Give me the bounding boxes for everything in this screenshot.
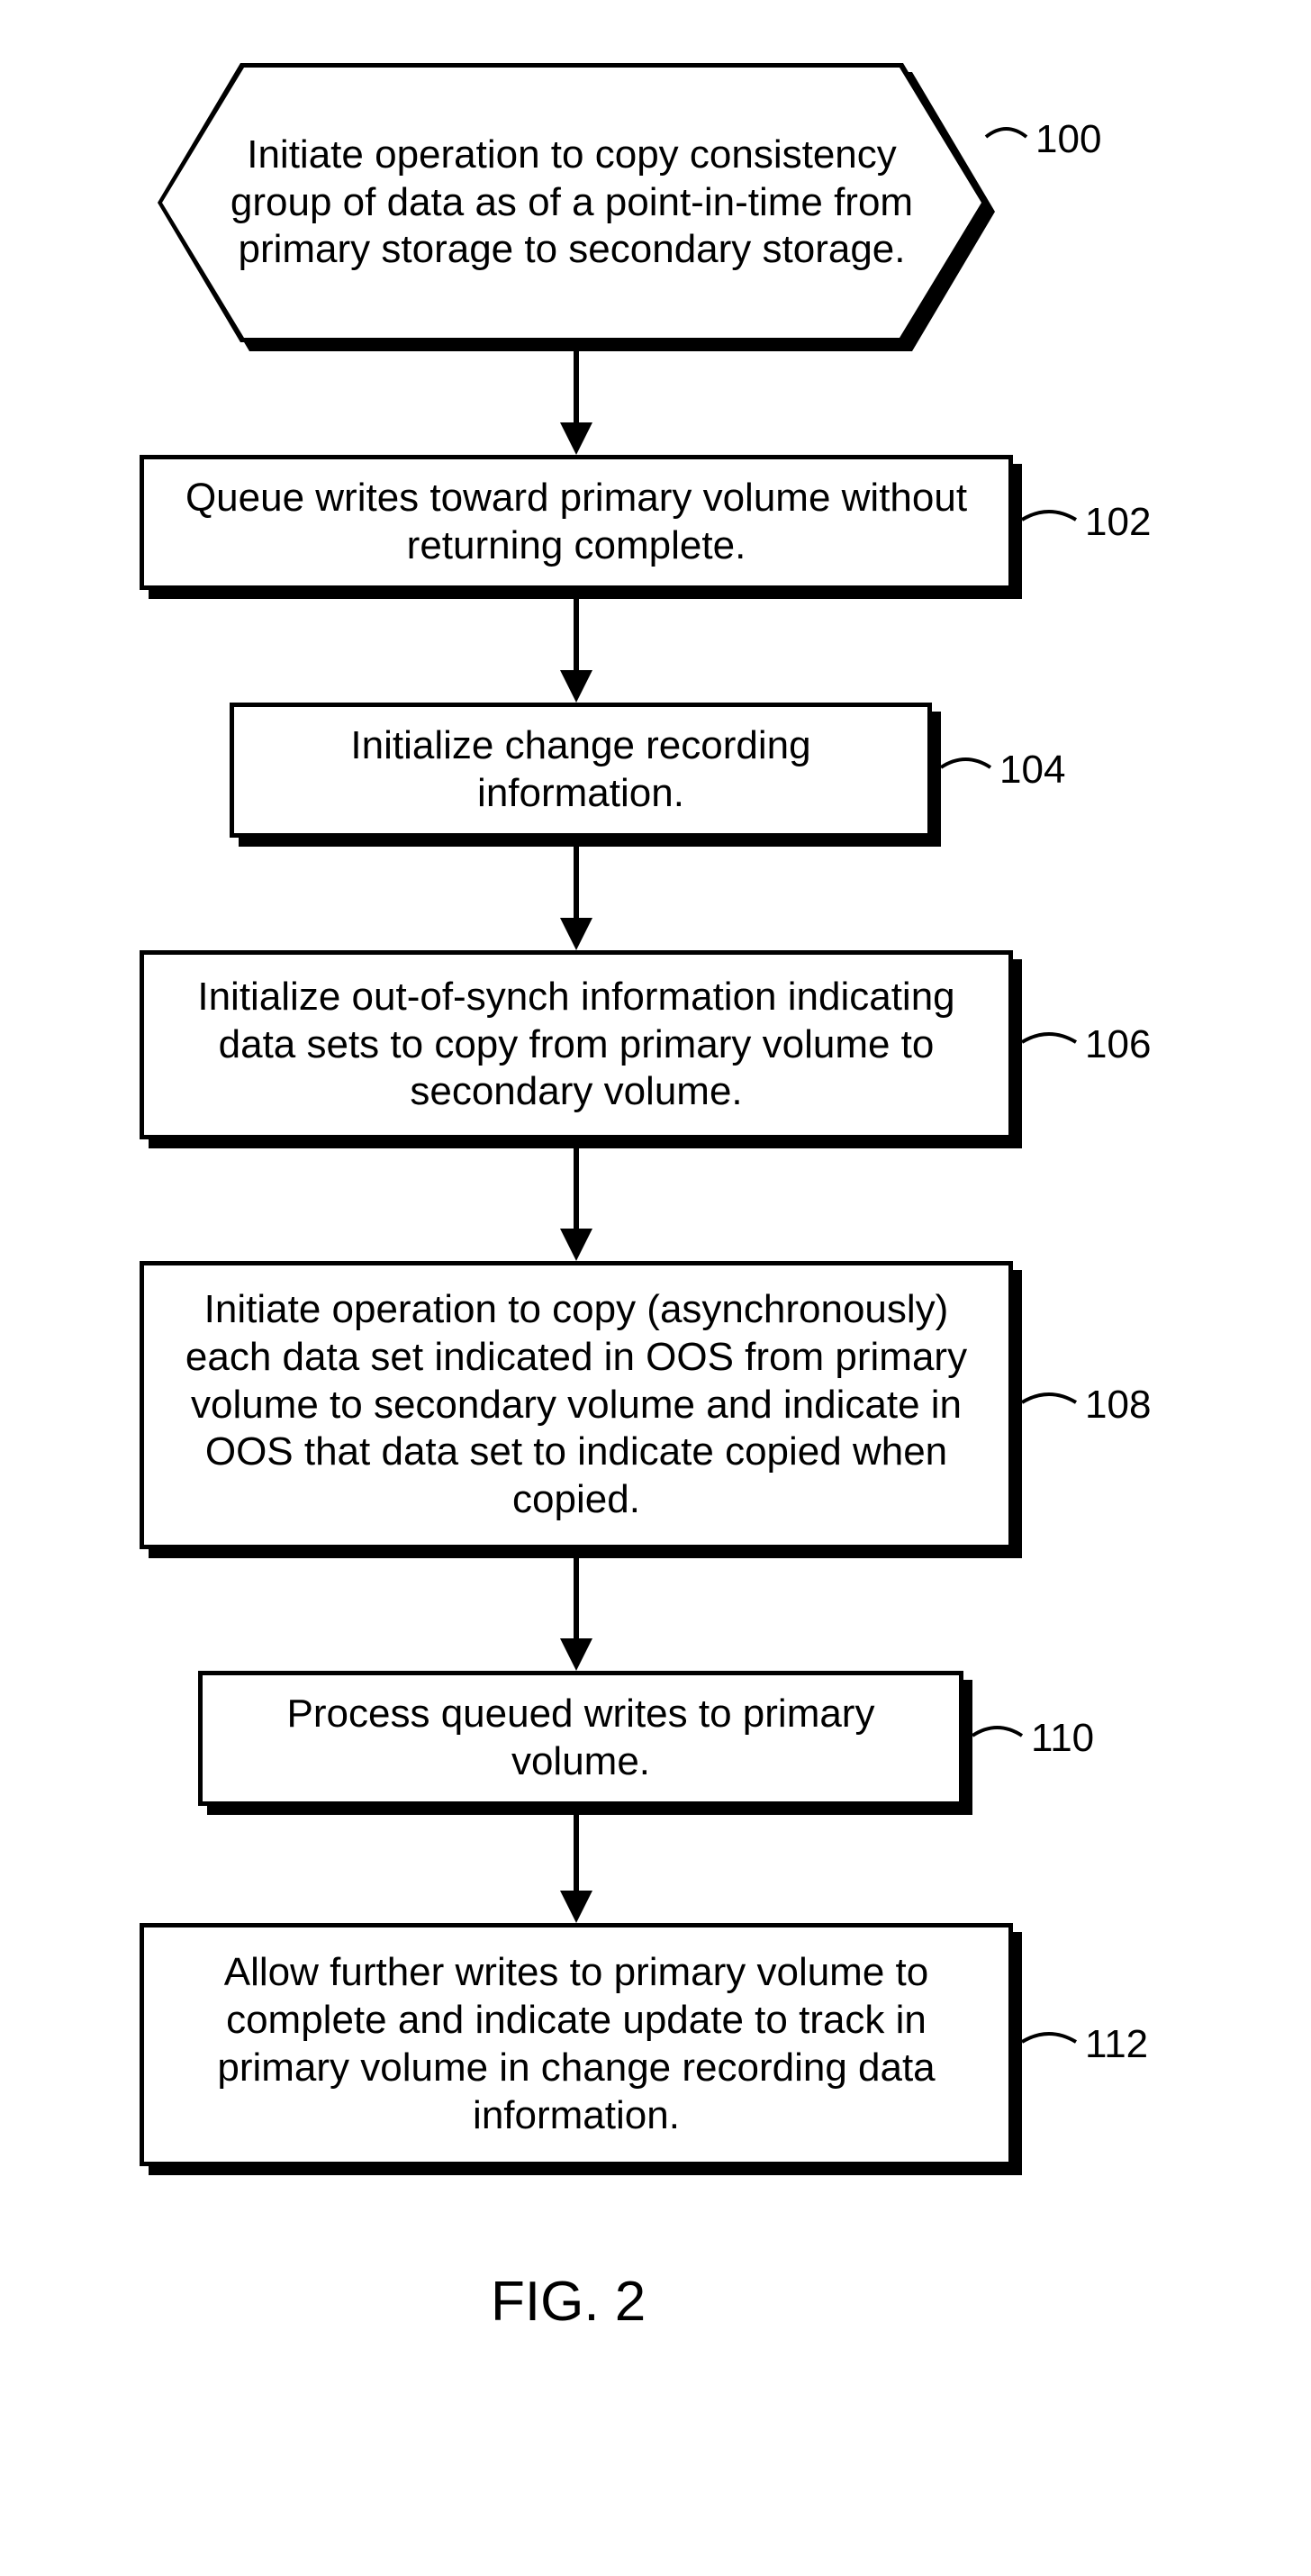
node-text: Queue writes toward primary volume witho…: [171, 475, 981, 570]
flowchart-process-node: Allow further writes to primary volume t…: [140, 1923, 1013, 2166]
node-text: Initiate operation to copy (asynchronous…: [171, 1286, 981, 1524]
figure-caption: FIG. 2: [491, 2270, 646, 2334]
node-text: Process queued writes to primary volume.: [230, 1691, 932, 1786]
node-ref-label: 104: [999, 748, 1065, 793]
flowchart-start-node: Initiate operation to copy consistency g…: [158, 63, 986, 342]
node-text: Initialize out-of-synch information indi…: [171, 974, 981, 1116]
flowchart-canvas: Initiate operation to copy consistency g…: [0, 0, 1311, 2576]
flowchart-process-node: Process queued writes to primary volume.: [198, 1671, 963, 1806]
node-ref-label: 108: [1085, 1383, 1151, 1428]
node-text: Allow further writes to primary volume t…: [171, 1949, 981, 2139]
node-ref-label: 106: [1085, 1022, 1151, 1067]
node-body: Initiate operation to copy consistency g…: [162, 68, 981, 338]
node-ref-label: 102: [1085, 500, 1151, 545]
flowchart-process-node: Queue writes toward primary volume witho…: [140, 455, 1013, 590]
flowchart-process-node: Initialize change recording information.: [230, 703, 932, 838]
node-ref-label: 110: [1031, 1716, 1094, 1761]
flowchart-process-node: Initialize out-of-synch information indi…: [140, 950, 1013, 1139]
node-ref-label: 100: [1035, 117, 1101, 162]
node-text: Initiate operation to copy consistency g…: [225, 132, 918, 274]
node-text: Initialize change recording information.: [261, 722, 900, 818]
node-ref-label: 112: [1085, 2022, 1148, 2067]
flowchart-process-node: Initiate operation to copy (asynchronous…: [140, 1261, 1013, 1549]
